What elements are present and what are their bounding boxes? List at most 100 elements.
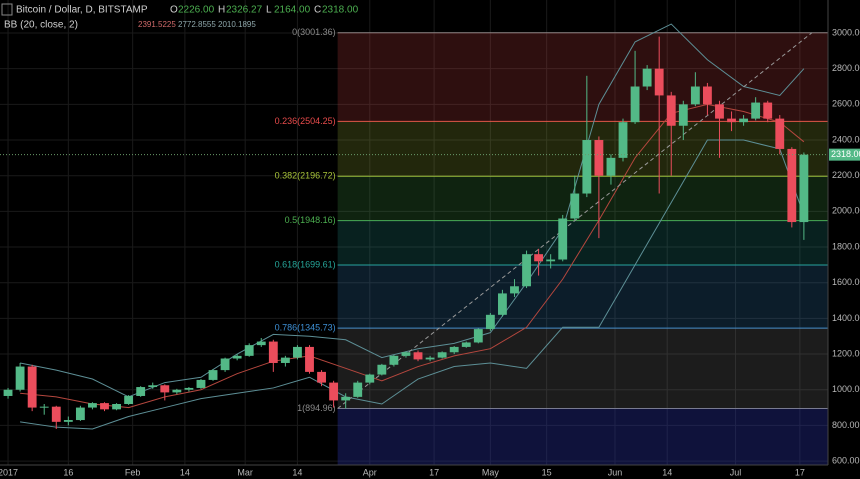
axes: 600.00 800.00 1000.00 1200.00 1400.00 1600.00… — [0, 27, 860, 477]
candle-body — [220, 358, 230, 371]
candle-body — [208, 370, 218, 380]
indicator-value: 2772.8555 — [178, 20, 216, 29]
candle-body — [341, 396, 351, 401]
candle-body — [88, 403, 97, 408]
candle-body — [172, 389, 182, 393]
candle-body — [594, 140, 604, 176]
y-tick-label: 3000.00 — [832, 27, 860, 37]
candle-body — [27, 366, 37, 408]
candle-body — [558, 218, 568, 260]
candle-body — [654, 68, 664, 96]
x-tick-label: 17 — [429, 467, 439, 477]
candle-body — [678, 104, 688, 126]
candle-body — [51, 406, 61, 422]
candle-body — [775, 118, 785, 149]
candle-body — [666, 95, 676, 126]
x-tick-label: Apr — [363, 467, 377, 477]
candle-body — [437, 352, 447, 358]
ohlc-label: O — [170, 5, 178, 16]
indicator-value: 2010.1895 — [218, 20, 256, 29]
candle-body — [232, 355, 242, 359]
candle-body — [763, 102, 773, 119]
fib-level-label: 0.618(1699.61) — [275, 259, 336, 269]
candle-body — [751, 102, 761, 119]
candle-body — [690, 86, 700, 105]
candle-body — [268, 341, 278, 363]
candle-body — [293, 346, 302, 358]
y-tick-label: 1400.00 — [832, 313, 860, 323]
fib-level-label: 0.786(1345.73) — [275, 322, 336, 332]
x-tick-label: 15 — [542, 467, 552, 477]
y-tick-label: 2600.00 — [832, 99, 860, 109]
candle-body — [570, 193, 580, 219]
candle-body — [461, 342, 471, 347]
candle-body — [582, 140, 592, 194]
candle-body — [280, 357, 290, 363]
x-tick-label: 17 — [795, 467, 805, 477]
x-tick-label: Jul — [730, 467, 742, 477]
fib-zone — [337, 408, 828, 465]
x-tick-label: Feb — [125, 467, 141, 477]
candle-body — [244, 345, 254, 356]
candle-body — [534, 254, 544, 262]
indicator-label[interactable]: BB (20, close, 2) — [4, 20, 78, 31]
ohlc-value: 2164.00 — [274, 5, 311, 16]
x-tick-label: 2017 — [0, 467, 18, 477]
candle-body — [702, 86, 712, 105]
candle-body — [124, 395, 134, 404]
candle-body — [256, 341, 266, 346]
candle-body — [787, 148, 797, 223]
candle-body — [715, 104, 724, 119]
candle-body — [630, 86, 640, 123]
candle-body — [498, 293, 507, 315]
candle-body — [485, 314, 495, 330]
fib-zones: 0(3001.36) 0.236(2504.25) 0.382(2196.72) 0.… — [275, 27, 828, 465]
indicator-value: 2391.5225 — [138, 20, 176, 29]
candle-body — [100, 403, 109, 410]
symbol-icon[interactable] — [1, 3, 13, 16]
y-tick-label: 2000.00 — [832, 206, 860, 216]
candle-body — [329, 382, 339, 401]
last-price-label: 2318.00 — [831, 149, 860, 159]
candle-body — [39, 406, 49, 408]
header: Bitcoin / Dollar, D, BITSTAMP BB (20, cl… — [1, 3, 359, 31]
ohlc-label: H — [218, 5, 225, 16]
fib-zone — [337, 328, 828, 409]
fib-level-label: 1(894.96) — [297, 403, 336, 413]
y-tick-label: 600.00 — [832, 455, 860, 465]
candle-body — [401, 352, 411, 356]
candle-body — [546, 259, 556, 262]
candle-body — [606, 157, 616, 176]
candle-body — [727, 118, 736, 123]
candle-body — [184, 387, 194, 390]
x-tick-label: 14 — [180, 467, 190, 477]
ohlc-value: 2226.00 — [178, 5, 215, 16]
ohlc-value: 2326.27 — [226, 5, 263, 16]
x-tick-label: Mar — [237, 467, 253, 477]
plot — [0, 23, 828, 430]
fib-level-label: 0(3001.36) — [292, 27, 336, 37]
y-tick-label: 2200.00 — [832, 170, 860, 180]
y-tick-label: 800.00 — [832, 420, 860, 430]
candle-body — [3, 389, 13, 396]
y-tick-label: 1000.00 — [832, 384, 860, 394]
candle-body — [305, 346, 314, 372]
candle-body — [112, 403, 121, 410]
candle-body — [522, 254, 531, 287]
candle-body — [75, 407, 85, 421]
candle-body — [136, 387, 146, 396]
fib-level-label: 0.236(2504.25) — [275, 116, 336, 126]
candle-body — [63, 420, 73, 422]
trend-line — [337, 32, 813, 409]
y-tick-label: 2400.00 — [832, 134, 860, 144]
candle-body — [618, 122, 628, 158]
last-price-box — [829, 148, 860, 161]
x-tick-label: Jun — [608, 467, 623, 477]
candle-body — [642, 68, 652, 87]
candle-body — [473, 329, 483, 343]
candle-body — [196, 379, 206, 388]
y-tick-label: 1200.00 — [832, 348, 860, 358]
candle-body — [317, 371, 326, 383]
